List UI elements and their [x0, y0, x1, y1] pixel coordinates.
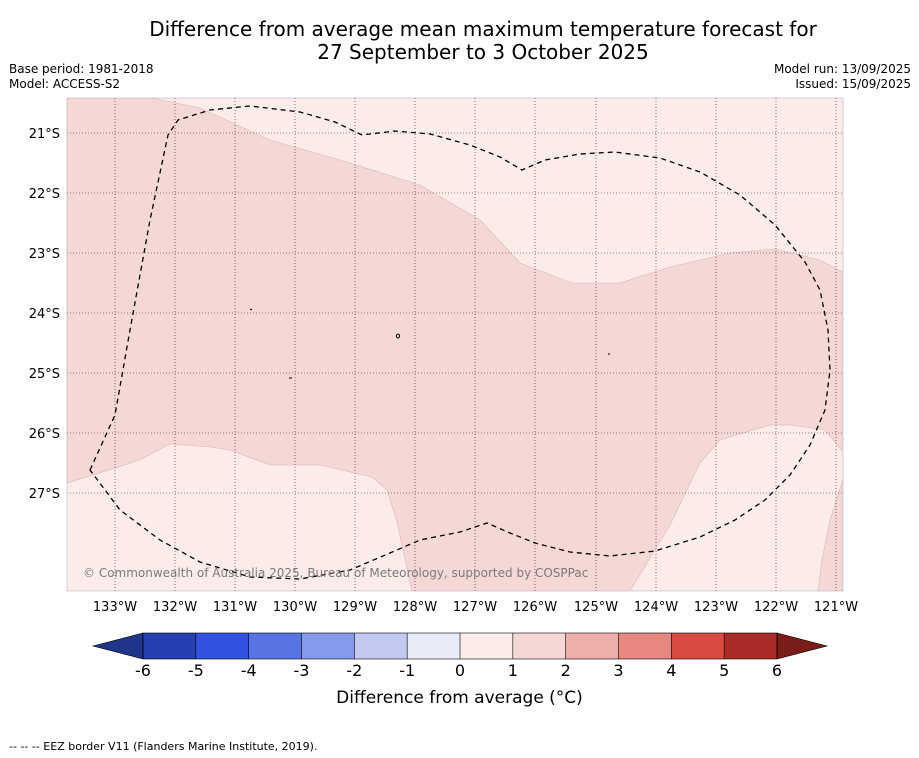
lon-label: 130°W — [273, 600, 317, 615]
longitude-labels: 133°W 132°W 131°W 130°W 129°W 128°W 127°… — [93, 600, 858, 615]
colorbar-extend-low — [91, 632, 144, 660]
anomaly-band-1-2 — [67, 98, 843, 591]
lon-label: 128°W — [393, 600, 437, 615]
lon-label: 122°W — [754, 600, 798, 615]
colorbar-segment — [724, 633, 778, 659]
colorbar-tick-label: 3 — [613, 661, 623, 680]
colorbar-segment — [671, 633, 725, 659]
colorbar: -6 -5 -4 -3 -2 -1 0 1 2 3 4 5 6 — [91, 632, 829, 680]
model-run: Model run: 13/09/2025 — [773, 62, 911, 76]
colorbar-segment — [565, 633, 619, 659]
colorbar-segment — [512, 633, 567, 659]
model-name: Model: ACCESS-S2 — [9, 77, 121, 91]
colorbar-tick-label: 2 — [561, 661, 571, 680]
copyright-notice: © Commonwealth of Australia 2025, Bureau… — [83, 566, 588, 580]
colorbar-tick-label: 0 — [455, 661, 465, 680]
colorbar-segment — [460, 633, 514, 659]
colorbar-tick-label: -1 — [399, 661, 415, 680]
colorbar-tick-label: 6 — [772, 661, 782, 680]
map-frame — [66, 97, 844, 592]
colorbar-tick-label: 1 — [508, 661, 518, 680]
lon-label: 126°W — [513, 600, 557, 615]
island-markers — [249, 308, 610, 379]
colorbar-segment — [301, 633, 355, 659]
title-line-1: Difference from average mean maximum tem… — [149, 17, 817, 41]
title-line-2: 27 September to 3 October 2025 — [317, 40, 649, 64]
eez-border — [89, 105, 831, 580]
lat-label: 27°S — [29, 487, 60, 502]
lon-label: 131°W — [213, 600, 257, 615]
eez-footnote: -- -- -- EEZ border V11 (Flanders Marine… — [9, 740, 318, 753]
lon-label: 132°W — [153, 600, 197, 615]
latitude-labels: 21°S 22°S 23°S 24°S 25°S 26°S 27°S — [29, 127, 60, 502]
colorbar-tick-label: -3 — [294, 661, 310, 680]
colorbar-segment — [248, 633, 302, 659]
meta-right: Model run: 13/09/2025 Issued: 15/09/2025 — [774, 62, 911, 92]
lon-label: 124°W — [634, 600, 678, 615]
graticule — [67, 98, 843, 591]
colorbar-tick-label: -5 — [188, 661, 204, 680]
colorbar-extend-high — [776, 632, 829, 660]
colorbar-segment — [407, 633, 461, 659]
lat-label: 24°S — [29, 307, 60, 322]
base-period: Base period: 1981-2018 — [9, 62, 154, 76]
meta-left: Base period: 1981-2018 Model: ACCESS-S2 — [9, 62, 154, 92]
lat-label: 25°S — [29, 367, 60, 382]
colorbar-segment — [354, 633, 408, 659]
colorbar-tick-label: 4 — [666, 661, 676, 680]
lon-label: 133°W — [93, 600, 137, 615]
lat-label: 26°S — [29, 427, 60, 442]
colorbar-tick-label: 5 — [719, 661, 729, 680]
colorbar-tick-label: -4 — [241, 661, 257, 680]
lat-label: 21°S — [29, 127, 60, 142]
lat-label: 22°S — [29, 187, 60, 202]
colorbar-segment — [618, 633, 672, 659]
colorbar-tick-label: -2 — [346, 661, 362, 680]
colorbar-label: Difference from average (°C) — [336, 688, 583, 708]
lon-label: 121°W — [814, 600, 858, 615]
colorbar-segment — [143, 633, 197, 659]
map-title: Difference from average mean maximum tem… — [100, 18, 866, 64]
lon-label: 127°W — [453, 600, 497, 615]
colorbar-segment — [195, 633, 250, 659]
lon-label: 123°W — [694, 600, 738, 615]
lat-label: 23°S — [29, 247, 60, 262]
colorbar-tick-label: -6 — [135, 661, 151, 680]
lon-label: 125°W — [574, 600, 618, 615]
lon-label: 129°W — [333, 600, 377, 615]
anomaly-band-1-2-edge — [817, 479, 843, 591]
issued-date: Issued: 15/09/2025 — [795, 77, 911, 91]
